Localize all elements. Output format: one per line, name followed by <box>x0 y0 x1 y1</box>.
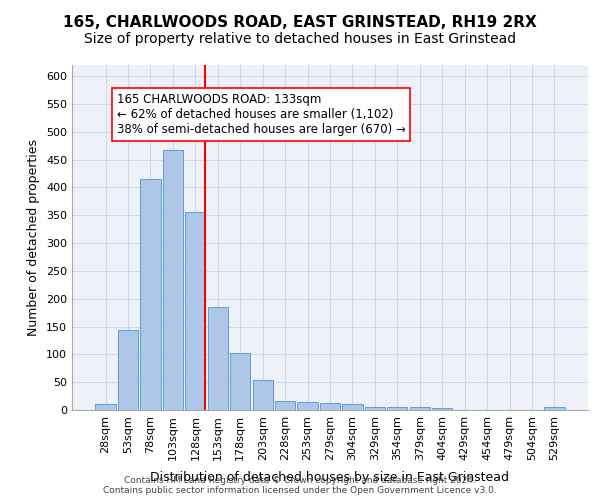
Bar <box>230 352 250 410</box>
Bar <box>118 330 138 410</box>
Bar <box>253 380 273 410</box>
Bar <box>320 404 340 410</box>
Text: 165, CHARLWOODS ROAD, EAST GRINSTEAD, RH19 2RX: 165, CHARLWOODS ROAD, EAST GRINSTEAD, RH… <box>63 15 537 30</box>
Bar <box>544 407 565 410</box>
Bar <box>387 407 407 410</box>
Bar <box>298 402 317 410</box>
Text: Contains HM Land Registry data © Crown copyright and database right 2024.
Contai: Contains HM Land Registry data © Crown c… <box>103 476 497 495</box>
Y-axis label: Number of detached properties: Number of detached properties <box>28 139 40 336</box>
Bar <box>95 404 116 410</box>
Bar <box>432 408 452 410</box>
Bar <box>275 401 295 410</box>
Bar <box>163 150 183 410</box>
Text: 165 CHARLWOODS ROAD: 133sqm
← 62% of detached houses are smaller (1,102)
38% of : 165 CHARLWOODS ROAD: 133sqm ← 62% of det… <box>117 93 406 136</box>
X-axis label: Distribution of detached houses by size in East Grinstead: Distribution of detached houses by size … <box>151 471 509 484</box>
Bar <box>365 407 385 410</box>
Bar <box>343 404 362 410</box>
Text: Size of property relative to detached houses in East Grinstead: Size of property relative to detached ho… <box>84 32 516 46</box>
Bar <box>208 307 228 410</box>
Bar <box>185 212 205 410</box>
Bar <box>140 179 161 410</box>
Bar <box>410 407 430 410</box>
